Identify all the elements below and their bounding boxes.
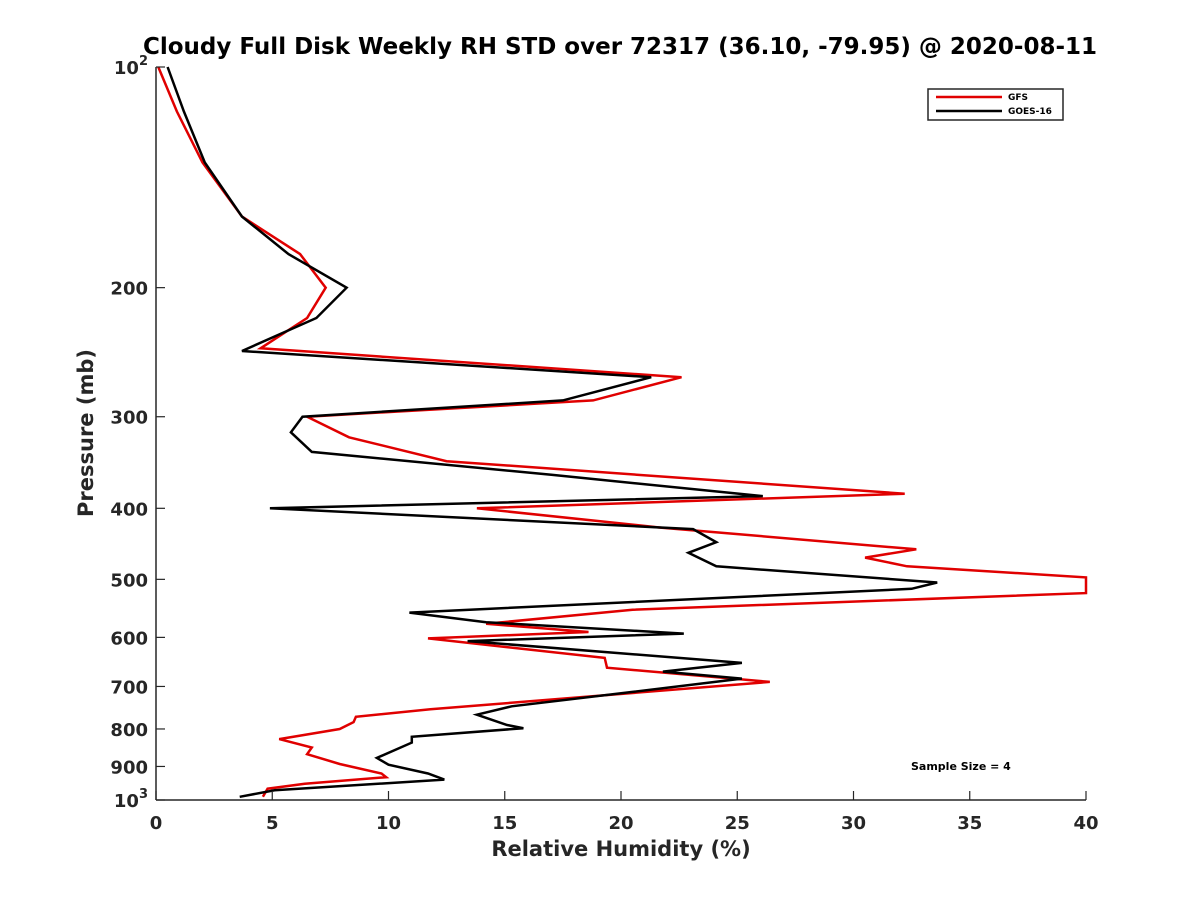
legend-label-goes16: GOES-16 [1008, 107, 1052, 117]
legend-label-gfs: GFS [1008, 93, 1028, 103]
x-tick-label: 20 [608, 813, 633, 834]
y-tick-label: 800 [110, 720, 148, 741]
legend-box [927, 88, 1064, 121]
x-tick-label: 15 [492, 813, 517, 834]
x-tick-label: 25 [725, 813, 750, 834]
y-tick-label: 200 [110, 279, 148, 300]
x-tick-label: 10 [376, 813, 401, 834]
y-tick-label: 102 [114, 54, 148, 79]
y-tick-label: 900 [110, 757, 148, 778]
x-tick-label: 5 [266, 813, 279, 834]
series-layer [157, 66, 1088, 799]
y-tick-label: 300 [110, 408, 148, 429]
x-ticks: 0 5 10 15 20 25 30 35 40 [150, 791, 1099, 834]
y-tick-label: 600 [110, 628, 148, 649]
y-tick-label: 500 [110, 570, 148, 591]
sample-size-annotation: Sample Size = 4 [911, 760, 1011, 773]
series-line-goes16 [166, 66, 938, 799]
series-line-gfs [157, 66, 1088, 798]
legend: GFS GOES-16 [927, 88, 1064, 121]
x-tick-label: 0 [150, 813, 163, 834]
x-tick-label: 40 [1073, 813, 1098, 834]
plot-area: 0 5 10 15 20 25 30 35 40 102 200 300 400 500 600 700 80… [110, 54, 1098, 834]
y-axis-label: Pressure (mb) [74, 349, 98, 517]
x-tick-label: 30 [841, 813, 866, 834]
y-ticks: 102 200 300 400 500 600 700 800 900 103 [110, 54, 165, 812]
y-tick-label: 400 [110, 499, 148, 520]
x-tick-label: 35 [957, 813, 982, 834]
plot-frame [156, 67, 1086, 800]
x-axis-label: Relative Humidity (%) [491, 837, 750, 861]
y-tick-label: 700 [110, 677, 148, 698]
chart-title: Cloudy Full Disk Weekly RH STD over 7231… [143, 34, 1097, 60]
y-tick-label: 103 [114, 787, 148, 812]
